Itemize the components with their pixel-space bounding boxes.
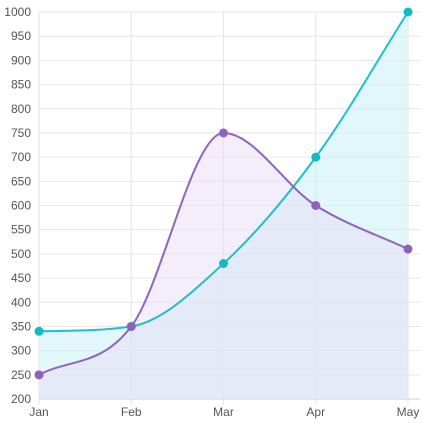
y-tick-label: 750 xyxy=(11,126,31,140)
series-2-point-feb[interactable] xyxy=(126,321,136,331)
x-axis-ticks: Jan Feb Mar Apr May xyxy=(29,405,419,419)
y-tick-label: 550 xyxy=(11,223,31,237)
y-tick-label: 1000 xyxy=(4,5,31,19)
series-1-point-apr[interactable] xyxy=(311,152,321,162)
series-1-line xyxy=(38,11,409,333)
y-tick-label: 600 xyxy=(11,199,31,213)
series-2-line xyxy=(38,131,409,376)
series-2-point-apr[interactable] xyxy=(311,201,321,210)
y-tick-label: 700 xyxy=(11,150,31,164)
y-tick-label: 300 xyxy=(11,344,31,358)
series-lines xyxy=(38,11,409,376)
series-2-point-jan[interactable] xyxy=(34,370,44,380)
y-tick-label: 500 xyxy=(11,247,31,261)
y-tick-label: 850 xyxy=(11,78,31,92)
y-tick-label: 450 xyxy=(11,271,31,285)
x-tick-label: Apr xyxy=(306,405,325,419)
series-1-point-jan[interactable] xyxy=(34,326,44,336)
x-tick-label: Feb xyxy=(121,405,142,419)
series-2-point-may[interactable] xyxy=(403,244,413,254)
series-1-point-mar[interactable] xyxy=(219,259,228,269)
series-1-point-may[interactable] xyxy=(403,7,413,17)
y-tick-label: 800 xyxy=(11,102,31,116)
y-tick-label: 950 xyxy=(11,29,31,43)
y-tick-label: 200 xyxy=(11,392,31,406)
y-axis-ticks: 200 250 300 350 400 450 500 550 600 650 700 750 800 8… xyxy=(4,5,31,406)
y-tick-label: 650 xyxy=(11,174,31,188)
y-tick-label: 350 xyxy=(11,319,31,333)
series-2-point-mar[interactable] xyxy=(219,128,228,138)
series-points xyxy=(34,7,413,380)
y-tick-label: 900 xyxy=(11,53,31,67)
y-tick-label: 250 xyxy=(11,368,31,382)
x-tick-label: Mar xyxy=(213,405,234,419)
y-tick-label: 400 xyxy=(11,295,31,309)
x-tick-label: May xyxy=(397,405,420,419)
x-tick-label: Jan xyxy=(29,405,48,419)
